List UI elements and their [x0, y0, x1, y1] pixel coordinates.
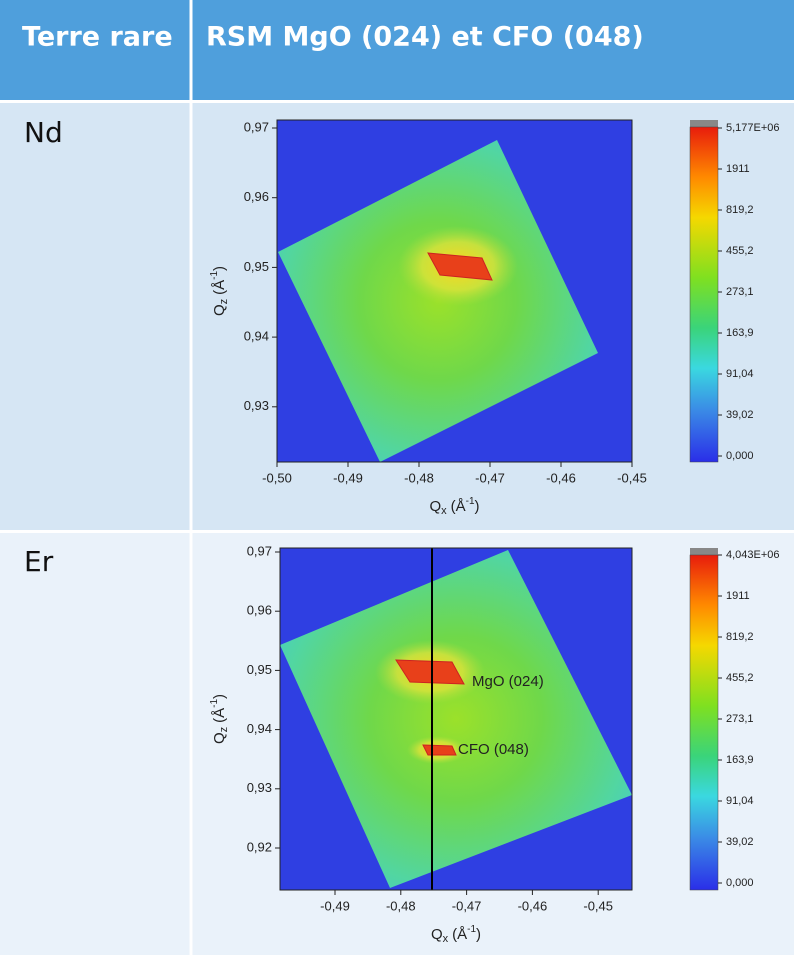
colorbar-label: 39,02: [726, 409, 754, 421]
x-tick-label: -0,45: [583, 898, 613, 913]
axis-close: ): [476, 926, 481, 943]
annotation: CFO (048): [458, 741, 529, 758]
colorbar: [689, 554, 719, 891]
y-tick-label: 0,97: [247, 543, 272, 558]
colorbar-label: 455,2: [726, 672, 754, 684]
y-tick-label: 0,93: [247, 780, 272, 795]
colorbar-label: 455,2: [726, 245, 754, 257]
colorbar-label: 819,2: [726, 204, 754, 216]
colorbar-label: 819,2: [726, 631, 754, 643]
colorbar-label: 163,9: [726, 754, 754, 766]
axis-close: ): [211, 266, 228, 271]
axis-unit: (Å: [452, 926, 467, 943]
x-tick-label: -0,48: [386, 898, 416, 913]
axis-sup: -1: [209, 699, 220, 708]
colorbar-cap: [690, 548, 718, 555]
map-region: [280, 550, 632, 888]
colorbar-label: 273,1: [726, 713, 754, 725]
colorbar-label: 91,04: [726, 795, 754, 807]
colorbar-cap: [690, 120, 718, 127]
axis-sup: -1: [467, 924, 476, 935]
x_axis-title: Qx (Å-1): [429, 496, 479, 517]
header-cell: Terre rare: [22, 22, 173, 53]
y-tick-label: 0,93: [244, 398, 269, 413]
axis-symbol: Q: [211, 732, 228, 744]
annotation: MgO (024): [472, 673, 544, 690]
x-tick-label: -0,49: [333, 470, 363, 485]
y-tick-label: 0,96: [244, 189, 269, 204]
axis-unit: (Å: [451, 498, 466, 515]
axis-close: ): [211, 694, 228, 699]
axis-sub: z: [218, 299, 230, 305]
axis-symbol: Q: [211, 304, 228, 316]
peak: [427, 252, 493, 281]
colorbar-label: 4,043E+06: [726, 549, 780, 561]
x-tick-label: -0,45: [617, 470, 647, 485]
colorbar-label: 0,000: [726, 450, 754, 462]
x-tick-label: -0,47: [452, 898, 482, 913]
x-tick-label: -0,46: [546, 470, 576, 485]
y-tick-label: 0,94: [244, 329, 269, 344]
axis-symbol: Q: [429, 498, 441, 515]
axis-sub: x: [443, 933, 449, 945]
row-label: Er: [24, 545, 54, 578]
plot-frame: [276, 119, 633, 463]
colorbar-label: 91,04: [726, 368, 754, 380]
x-tick-label: -0,50: [262, 470, 292, 485]
header-cell: RSM MgO (024) et CFO (048): [206, 22, 644, 53]
axis-close: ): [475, 498, 480, 515]
y-tick-label: 0,95: [244, 259, 269, 274]
y-tick-label: 0,96: [247, 603, 272, 618]
x_axis-title: Qx (Å-1): [431, 924, 481, 945]
x-tick-label: -0,47: [475, 470, 505, 485]
colorbar-label: 39,02: [726, 836, 754, 848]
axis-unit: (Å: [211, 708, 228, 723]
header-bg: [0, 0, 794, 100]
colorbar-label: 5,177E+06: [726, 122, 780, 134]
axis-unit: (Å: [211, 280, 228, 295]
y-tick-label: 0,94: [247, 721, 272, 736]
colorbar-label: 273,1: [726, 286, 754, 298]
axis-sup: -1: [209, 271, 220, 280]
x-tick-label: -0,48: [404, 470, 434, 485]
colorbar-label: 1911: [726, 163, 750, 175]
y_axis-title: Qz (Å-1): [209, 266, 230, 316]
axis-symbol: Q: [431, 926, 443, 943]
colorbar-label: 1911: [726, 590, 750, 602]
y-tick-label: 0,95: [247, 662, 272, 677]
axis-sub: x: [441, 505, 447, 517]
row-label: Nd: [24, 116, 63, 149]
plot-frame: [279, 547, 633, 891]
axis-sup: -1: [466, 496, 475, 507]
colorbar-label: 0,000: [726, 877, 754, 889]
colorbar: [689, 126, 719, 463]
peak: [395, 659, 465, 685]
axis-sub: z: [218, 727, 230, 733]
y-tick-label: 0,92: [247, 839, 272, 854]
y_axis-title: Qz (Å-1): [209, 694, 230, 744]
colorbar-label: 163,9: [726, 327, 754, 339]
y-tick-label: 0,97: [244, 119, 269, 134]
peak: [422, 744, 457, 756]
x-tick-label: -0,46: [518, 898, 548, 913]
x-tick-label: -0,49: [320, 898, 350, 913]
